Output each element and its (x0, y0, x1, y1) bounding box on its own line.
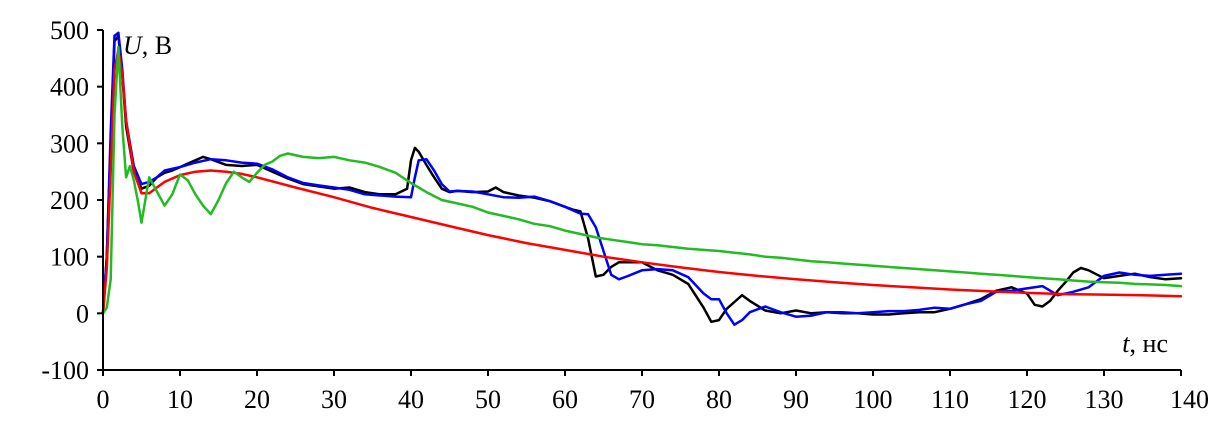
x-tick-label: 10 (167, 385, 193, 414)
y-tick-label: 400 (50, 73, 89, 102)
series-line-4 (101, 45, 1183, 315)
series-line-2 (101, 31, 1183, 326)
x-tick-label: 130 (1085, 385, 1124, 414)
x-tick-label: 50 (475, 385, 501, 414)
x-tick-label: 40 (398, 385, 424, 414)
x-tick-label: 80 (706, 385, 732, 414)
series-line-3 (101, 48, 1183, 315)
y-tick-label: -100 (41, 356, 89, 385)
x-tick-label: 60 (552, 385, 578, 414)
axes-layer (97, 29, 1182, 376)
y-tick-label: 500 (50, 16, 89, 45)
labels-layer: U, В t, нс -100 0 100 200 300 400 500 0 10 20 30 40… (41, 16, 1209, 414)
y-tick-label: 0 (76, 299, 89, 328)
series-layer (101, 31, 1183, 326)
x-axis-label-var: t (1122, 329, 1130, 358)
y-axis-label: U, В (123, 31, 172, 60)
x-tick-label: 30 (321, 385, 347, 414)
y-tick-label: 100 (50, 243, 89, 272)
y-tick-label: 200 (50, 186, 89, 215)
y-axis-label-unit: , В (142, 31, 172, 60)
x-tick-label: 70 (629, 385, 655, 414)
x-tick-label: 120 (1008, 385, 1047, 414)
y-axis-label-var: U (123, 31, 144, 60)
x-tick-label: 20 (244, 385, 270, 414)
x-axis-label-unit: , нс (1130, 329, 1168, 358)
x-tick-label: 140 (1170, 385, 1209, 414)
x-tick-label: 100 (854, 385, 893, 414)
x-tick-label: 0 (97, 385, 110, 414)
x-tick-label: 110 (931, 385, 969, 414)
x-axis-label: t, нс (1122, 329, 1168, 358)
y-tick-label: 300 (50, 129, 89, 158)
x-tick-label: 90 (783, 385, 809, 414)
